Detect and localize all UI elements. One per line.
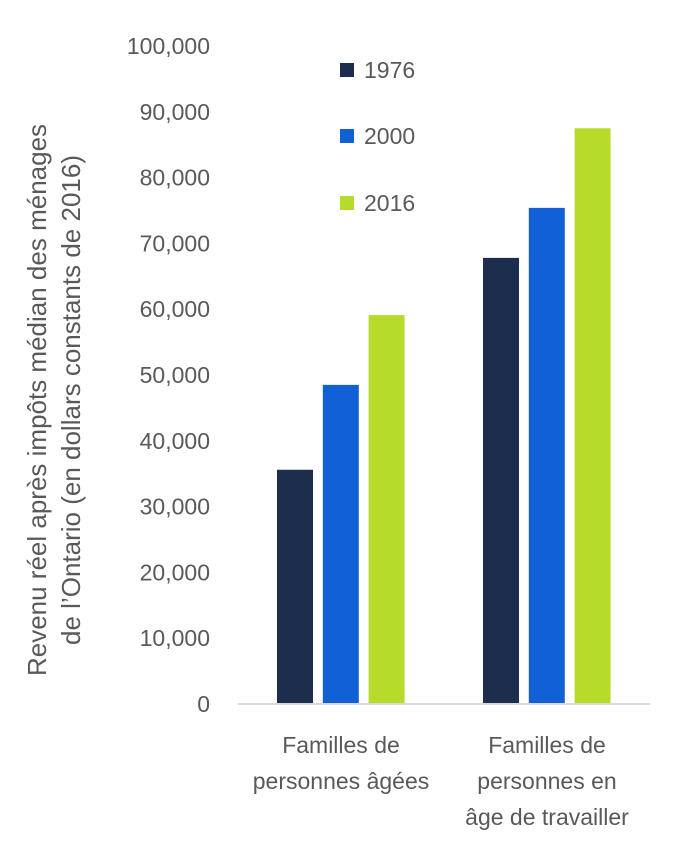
bars (277, 128, 611, 705)
x-category-label: âge de travailler (465, 804, 629, 830)
y-tick-label: 40,000 (140, 428, 210, 454)
bar-2000-category-2 (528, 207, 565, 705)
y-axis-title: Revenu réel après impôts médian des ména… (22, 124, 86, 676)
bar-2000-category-1 (322, 384, 359, 704)
y-tick-label: 100,000 (127, 33, 210, 59)
y-tick-label: 60,000 (140, 296, 210, 322)
bar-2016-category-2 (574, 128, 611, 704)
y-tick-label: 30,000 (140, 494, 210, 520)
x-category-label: Familles de (488, 732, 606, 758)
bar-1976-category-1 (277, 469, 313, 704)
x-category-label: personnes en (477, 768, 616, 794)
x-category-label: Familles de (282, 732, 400, 758)
y-axis-title-line: de l’Ontario (en dollars constants de 20… (56, 155, 86, 645)
bar-1976-category-2 (483, 257, 519, 704)
legend-marker-2000 (340, 129, 354, 143)
y-tick-label: 80,000 (140, 165, 210, 191)
y-tick-label: 50,000 (140, 362, 210, 388)
legend: 1976 2000 2016 (340, 57, 415, 216)
y-axis-title-line: Revenu réel après impôts médian des ména… (22, 124, 52, 676)
legend-label-1976: 1976 (364, 57, 415, 83)
legend-marker-2016 (340, 196, 354, 210)
bar-2016-category-1 (368, 315, 405, 704)
x-axis-category-labels: Familles de personnes âgées Familles de per… (253, 732, 629, 830)
x-category-label: personnes âgées (253, 768, 429, 794)
legend-label-2000: 2000 (364, 123, 415, 149)
legend-marker-1976 (340, 63, 354, 77)
y-tick-label: 90,000 (140, 99, 210, 125)
legend-label-2016: 2016 (364, 190, 415, 216)
y-tick-label: 0 (197, 691, 210, 717)
y-tick-label: 20,000 (140, 559, 210, 585)
y-tick-label: 70,000 (140, 230, 210, 256)
y-tick-label: 10,000 (140, 625, 210, 651)
y-axis-ticks: 0 10,000 20,000 30,000 40,000 50,000 60,000 70,… (127, 33, 210, 717)
